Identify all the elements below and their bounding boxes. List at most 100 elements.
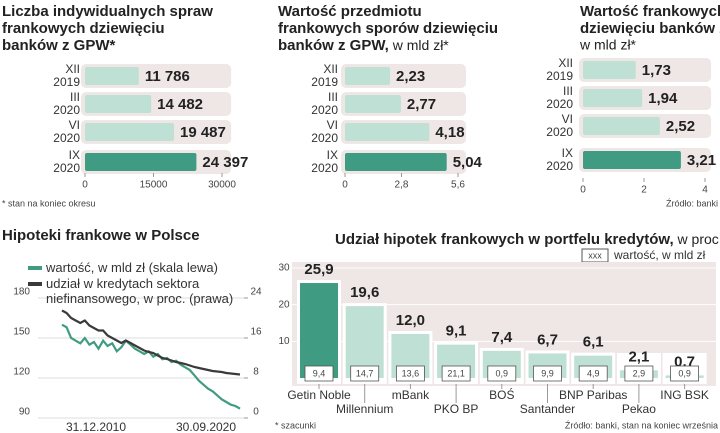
x-tick-label: 15000 xyxy=(140,180,168,191)
legend: wartość, w mld zł (skala lewa) udział w k… xyxy=(28,260,248,307)
category-label: Pekao xyxy=(622,402,656,416)
bar xyxy=(583,151,681,169)
value-label: 2,52 xyxy=(666,118,695,135)
y-tick-label: 10 xyxy=(278,336,290,347)
value-label: 1,94 xyxy=(648,90,678,107)
chart-subtitle: w mld zł* xyxy=(579,37,637,53)
y2-tick-label: 8 xyxy=(253,367,259,378)
amount-box xyxy=(350,365,380,382)
category-label: 2020 xyxy=(53,131,80,145)
category-label: IX xyxy=(327,148,338,162)
line-series xyxy=(61,323,241,410)
value-label: 12,0 xyxy=(396,312,425,329)
y-tick-label: 150 xyxy=(13,327,30,338)
value-label: 11 786 xyxy=(145,68,190,85)
value-label: 19,6 xyxy=(350,284,379,301)
value-label: 6,1 xyxy=(583,334,604,351)
y-tick-label: 90 xyxy=(19,407,31,418)
amount-box xyxy=(441,365,471,382)
chart-title: Udział hipotek frankowych w portfelu kre… xyxy=(335,231,720,248)
x-tick-label: 0 xyxy=(342,180,348,191)
value-label: 6,7 xyxy=(537,331,558,348)
chart-title: Liczba indywidualnych spraw xyxy=(2,3,213,20)
y-tick-label: 120 xyxy=(13,367,30,378)
category-label: XII xyxy=(558,56,573,70)
bar xyxy=(583,117,660,135)
chart-title: dziewięciu banków z GPW xyxy=(580,20,720,37)
amount-label: 0,9 xyxy=(678,368,691,378)
category-label: PKO BP xyxy=(434,402,479,416)
category-label: 2020 xyxy=(311,131,338,145)
category-label: VI xyxy=(562,112,573,126)
category-label: 2020 xyxy=(546,159,573,173)
category-label: 2020 xyxy=(53,161,80,175)
category-label: BOŚ xyxy=(489,387,514,402)
amount-label: 2,9 xyxy=(633,368,646,378)
legend-text: wartość, w mld zł xyxy=(613,248,706,262)
y2-tick-label: 24 xyxy=(250,287,262,298)
amount-box xyxy=(624,365,654,382)
amount-label: 9,4 xyxy=(313,368,326,378)
x-tick-label: 4 xyxy=(702,185,708,196)
amount-label: 13,6 xyxy=(402,368,420,378)
value-label: 2,23 xyxy=(396,68,425,85)
bar xyxy=(583,89,643,107)
value-label: 4,18 xyxy=(435,124,464,141)
legend-swatch xyxy=(28,266,42,270)
category-label: VI xyxy=(327,118,338,132)
legend-entry: wartość, w mld zł (skala lewa) xyxy=(28,260,248,275)
chart-subtitle: w mld zł* xyxy=(389,37,449,53)
category-label: Santander xyxy=(520,402,575,416)
value-label: 25,9 xyxy=(304,261,333,278)
legend-label: wartość, w mld zł (skala lewa) xyxy=(46,260,218,275)
chart-title: frankowych dziewięciu xyxy=(2,20,165,37)
category-label: III xyxy=(328,90,338,104)
y2-tick-label: 0 xyxy=(253,407,259,418)
x-tick-label: 30000 xyxy=(208,180,236,191)
y-tick-label: 180 xyxy=(13,287,30,298)
value-label: 5,04 xyxy=(453,154,483,171)
source: Źródło: banki, stan na koniec września xyxy=(565,420,718,430)
source: Źródło: banki xyxy=(666,198,718,208)
amount-box xyxy=(533,365,562,382)
footnote: * stan na koniec okresu xyxy=(2,198,96,208)
bar xyxy=(583,61,636,79)
legend-key: xxx xyxy=(588,250,602,260)
chart-title: banków z GPW* xyxy=(2,37,116,54)
x-tick-label: 5,6 xyxy=(451,180,465,191)
chart-title: Hipoteki frankowe w Polsce xyxy=(2,227,200,244)
amount-label: 9,9 xyxy=(541,368,554,378)
x-tick-label: 0 xyxy=(580,185,586,196)
category-label: ING BSK xyxy=(660,388,709,402)
y2-tick-label: 16 xyxy=(250,327,262,338)
amount-label: 4,9 xyxy=(587,368,600,378)
category-label: 2020 xyxy=(311,103,338,117)
category-label: 2019 xyxy=(546,69,573,83)
x-tick-label: 0 xyxy=(82,180,88,191)
category-label: IX xyxy=(562,146,573,160)
amount-box xyxy=(670,365,699,382)
bar xyxy=(85,123,174,141)
amount-box xyxy=(304,365,334,382)
category-label: mBank xyxy=(392,388,430,402)
bar xyxy=(345,153,447,171)
x-tick-label: 2 xyxy=(641,185,647,196)
value-label: 2,77 xyxy=(407,96,436,113)
legend-label: udział w kredytach sektora niefinansoweg… xyxy=(46,276,234,306)
chart-title: Wartość frankowych rezerw xyxy=(580,3,720,20)
category-label: BNP Paribas xyxy=(559,388,627,402)
x-tick-label: 2,8 xyxy=(395,180,409,191)
category-label: XII xyxy=(323,62,338,76)
category-label: IX xyxy=(69,148,80,162)
value-label: 2,1 xyxy=(628,348,649,365)
amount-label: 0,9 xyxy=(496,368,509,378)
value-label: 24 397 xyxy=(202,154,248,171)
footnote: * szacunki xyxy=(275,420,316,430)
x-tick-label: 30.09.2020 xyxy=(176,420,236,433)
amount-label: 21,1 xyxy=(447,368,465,378)
category-label: 2019 xyxy=(53,75,80,89)
legend-entry: udział w kredytach sektora niefinansoweg… xyxy=(28,276,248,306)
bar xyxy=(345,123,430,141)
category-label: XII xyxy=(65,62,80,76)
